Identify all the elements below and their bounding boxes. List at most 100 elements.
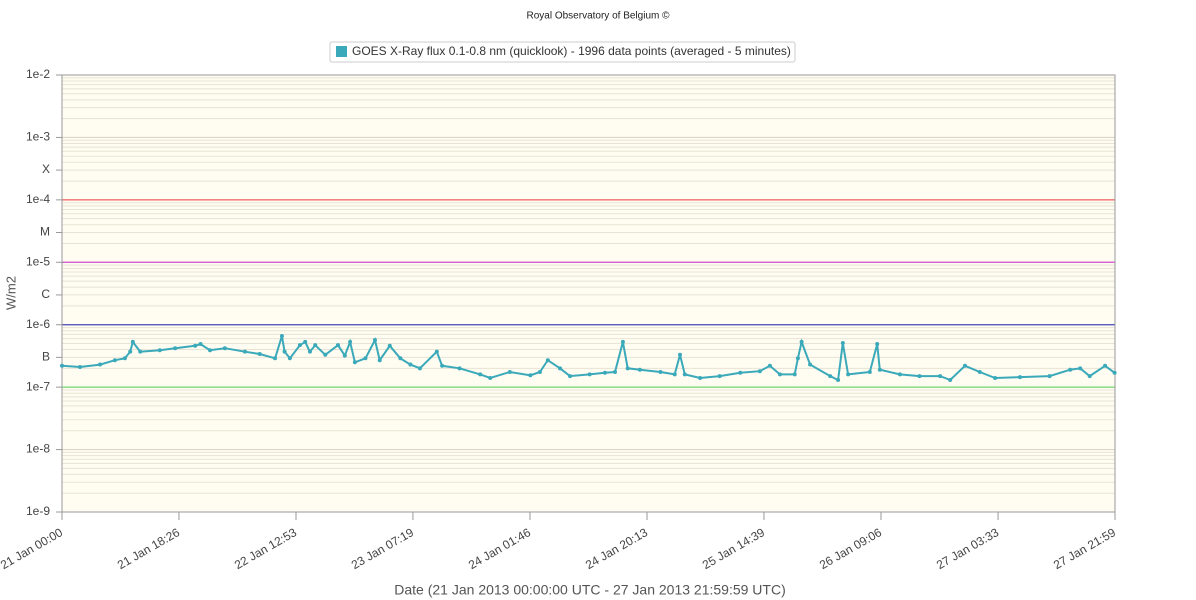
y-axis-title: W/m2 <box>3 276 18 310</box>
data-point <box>434 349 439 354</box>
plot-border <box>61 74 1116 513</box>
data-point <box>130 339 135 344</box>
data-point <box>157 348 162 353</box>
legend-swatch <box>336 46 347 57</box>
data-point <box>98 362 103 367</box>
data-point <box>279 333 284 338</box>
data-point <box>287 356 292 361</box>
data-point <box>193 343 198 348</box>
data-point <box>282 349 287 354</box>
data-point <box>537 369 542 374</box>
y-tick-label: 1e-7 <box>26 379 50 393</box>
data-point <box>620 339 625 344</box>
data-point <box>792 372 797 377</box>
data-point <box>1017 375 1022 380</box>
data-point <box>1078 366 1083 371</box>
data-point <box>348 339 353 344</box>
x-tick-label: 27 Jan 21:59 <box>1051 525 1118 572</box>
data-point <box>457 366 462 371</box>
data-point <box>612 369 617 374</box>
data-point <box>122 356 127 361</box>
data-point <box>377 358 382 363</box>
data-point <box>208 348 213 353</box>
data-point <box>257 351 262 356</box>
data-point <box>313 343 318 348</box>
data-point <box>363 356 368 361</box>
data-point <box>875 342 880 347</box>
data-point <box>777 372 782 377</box>
data-point <box>993 376 998 381</box>
data-point <box>962 363 967 368</box>
y-tick-label: 1e-3 <box>26 130 50 144</box>
x-tick-label: 25 Jan 14:39 <box>700 525 767 572</box>
data-point <box>795 356 800 361</box>
data-point <box>1068 367 1073 372</box>
data-point <box>372 337 377 342</box>
series-line <box>61 335 1116 382</box>
y-tick-label: 1e-9 <box>26 504 50 518</box>
y-tick-label: 1e-5 <box>26 254 50 268</box>
legend-label: GOES X-Ray flux 0.1-0.8 nm (quicklook) -… <box>352 44 791 58</box>
data-point <box>672 372 677 377</box>
y-tick-label: 1e-6 <box>26 317 50 331</box>
data-point <box>398 356 403 361</box>
data-point <box>528 373 533 378</box>
data-point <box>678 352 683 357</box>
data-point <box>682 372 687 377</box>
data-point <box>568 374 573 379</box>
data-point <box>138 349 143 354</box>
data-point <box>342 353 347 358</box>
data-point <box>408 362 413 367</box>
x-tick-label: 24 Jan 01:46 <box>466 525 533 572</box>
y-tick-label: B <box>42 350 50 364</box>
data-point <box>545 358 550 363</box>
data-point <box>128 349 133 354</box>
data-point <box>977 369 982 374</box>
data-point <box>1047 374 1052 379</box>
data-point <box>77 365 82 370</box>
data-point <box>717 374 722 379</box>
data-point <box>840 340 845 345</box>
y-tick-label: X <box>42 162 50 176</box>
data-point <box>440 363 445 368</box>
data-point <box>60 363 64 368</box>
x-tick-label: 27 Jan 03:33 <box>934 525 1001 572</box>
data-point <box>1112 370 1117 375</box>
data-point <box>836 378 841 383</box>
data-point <box>242 349 247 354</box>
data-point <box>303 339 308 344</box>
y-tick-label: 1e-8 <box>26 442 50 456</box>
data-point <box>658 369 663 374</box>
data-point <box>112 358 117 363</box>
data-point <box>757 369 762 374</box>
x-tick-label: 26 Jan 09:06 <box>817 525 884 572</box>
x-tick-label: 23 Jan 07:19 <box>349 525 416 572</box>
data-point <box>335 343 340 348</box>
x-axis-title: Date (21 Jan 2013 00:00:00 UTC - 27 Jan … <box>394 582 785 598</box>
data-point <box>297 343 302 348</box>
data-point <box>273 356 278 361</box>
y-tick-label: 1e-2 <box>26 67 50 81</box>
data-point <box>808 362 813 367</box>
data-point <box>738 370 743 375</box>
data-point <box>307 349 312 354</box>
data-point <box>917 374 922 379</box>
x-tick-label: 21 Jan 18:26 <box>115 525 182 572</box>
data-point <box>173 346 178 351</box>
data-point <box>488 376 493 381</box>
data-point <box>1087 374 1092 379</box>
data-point <box>877 367 882 372</box>
data-point <box>799 339 804 344</box>
data-point <box>417 366 422 371</box>
data-point <box>507 369 512 374</box>
data-point <box>323 352 328 357</box>
data-point <box>897 372 902 377</box>
x-tick-label: 21 Jan 00:00 <box>0 525 65 572</box>
data-point <box>387 343 392 348</box>
x-tick-label: 24 Jan 20:13 <box>583 525 650 572</box>
data-point <box>846 372 851 377</box>
data-point <box>587 372 592 377</box>
chart-title: Royal Observatory of Belgium © <box>527 11 671 22</box>
data-point <box>637 367 642 372</box>
x-tick-label: 22 Jan 12:53 <box>232 525 299 572</box>
